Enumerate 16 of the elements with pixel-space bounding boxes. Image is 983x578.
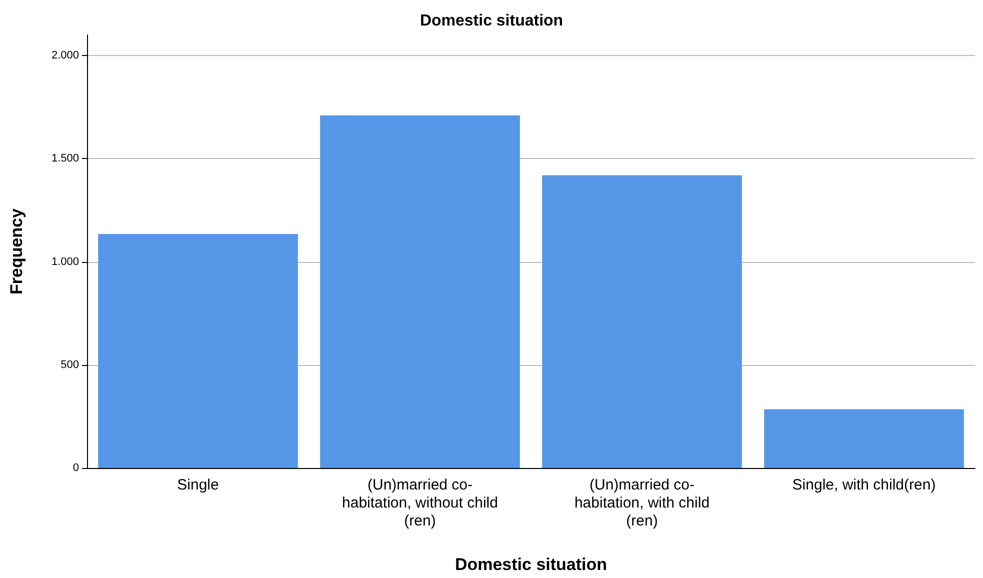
x-tick-label: Single, with child(ren) — [792, 476, 936, 494]
y-tick-label: 2.000 — [51, 50, 79, 62]
y-tick-label: 1.000 — [51, 256, 79, 268]
chart-title: Domestic situation — [420, 12, 564, 30]
x-tick-label: (Un)married co- habitation, with child (ren) — [574, 476, 710, 530]
y-tick-label: 0 — [72, 462, 79, 474]
x-tick-label: Single — [177, 476, 219, 494]
bar — [542, 175, 742, 468]
y-tick-label: 500 — [60, 358, 79, 371]
x-tick-label: (Un)married co- habitation, without child (ren) — [342, 476, 498, 530]
bar — [98, 234, 298, 468]
y-tick-label: 1.500 — [51, 152, 79, 165]
bar — [320, 115, 520, 468]
y-axis-title: Frequency — [7, 208, 26, 294]
bar — [764, 409, 964, 468]
x-axis-title: Domestic situation — [454, 555, 608, 574]
